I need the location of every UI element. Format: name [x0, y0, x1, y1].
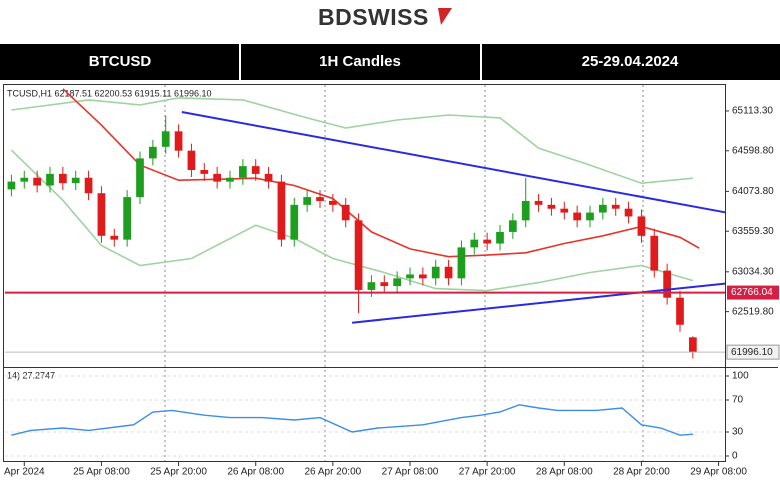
indicator-line [10, 149, 694, 292]
candle-body [573, 212, 581, 221]
candle-body [547, 204, 556, 209]
candle-body [586, 212, 594, 221]
candle-body [509, 220, 517, 232]
candle-body [20, 177, 29, 182]
level-tag [727, 285, 779, 300]
y-tick-label: 64073.80 [732, 186, 774, 197]
y-tick-label: 63559.30 [732, 226, 774, 237]
timeframe: 1H Candles [319, 53, 401, 70]
indicator-line [11, 97, 693, 185]
y-tick-label: 64598.80 [732, 145, 774, 156]
candle-body [599, 204, 607, 213]
candle-body [663, 270, 671, 298]
y-tick-label: 65113.30 [732, 106, 773, 117]
panel-title: 14) 27.2747 [7, 370, 55, 380]
candle-body [303, 197, 311, 205]
candle-body [457, 247, 466, 279]
panel-title: TCUSD,H1 62187.51 62200.53 61915.11 6199… [7, 88, 212, 98]
x-tick-label: Apr 2024 [4, 467, 45, 478]
plot-frame [3, 84, 726, 462]
candle-body [444, 266, 453, 279]
series-line [11, 404, 693, 436]
candle-body [33, 177, 41, 186]
y-tick-label: 0 [732, 451, 738, 462]
indicator-line [62, 88, 700, 258]
candle-body [251, 166, 260, 174]
x-tick-label: 28 Apr 08:00 [536, 467, 593, 478]
candle-body [560, 208, 569, 213]
x-tick-label: 27 Apr 08:00 [382, 467, 439, 478]
last-price-tag [726, 344, 780, 360]
candle-body [239, 166, 247, 178]
y-tick-label: 100 [732, 371, 749, 382]
candle-body [470, 239, 479, 248]
trendline [351, 282, 726, 324]
candle-body [676, 297, 684, 325]
candle-body [316, 197, 324, 201]
candle-body [393, 278, 401, 287]
candle-body [650, 235, 659, 271]
last-price-label: 61996.10 [731, 347, 773, 358]
level-label: 62766.04 [731, 287, 773, 298]
candle-body [110, 235, 119, 240]
y-tick-label: 30 [732, 427, 744, 438]
candle-body [123, 197, 131, 240]
candle-body [380, 282, 389, 287]
candle-body [329, 200, 337, 205]
candle-body [534, 200, 543, 205]
candle-body [290, 204, 299, 240]
header-bar [0, 44, 780, 80]
candle-body [431, 266, 440, 279]
candle-body [46, 173, 54, 186]
candle-body [496, 231, 504, 244]
x-tick-label: 27 Apr 20:00 [459, 467, 516, 478]
logo-mark [438, 8, 452, 25]
candle-body [277, 181, 286, 240]
candle-body [71, 177, 80, 184]
y-tick-label: 62519.80 [732, 306, 774, 317]
candle-body [611, 204, 620, 209]
y-tick-label: 70 [732, 395, 744, 406]
y-tick-label: 63034.30 [732, 266, 774, 277]
candle-body [161, 131, 170, 147]
candle-body [59, 173, 67, 184]
candle-body [84, 177, 93, 194]
candle-body [483, 239, 491, 244]
candle-body [136, 158, 144, 198]
candle-body [149, 146, 157, 159]
x-tick-label: 29 Apr 08:00 [690, 467, 747, 478]
candle-body [624, 208, 633, 217]
candle-body [354, 220, 363, 290]
candle-body [367, 282, 376, 290]
candle-body [521, 200, 530, 221]
session-separators [164, 85, 644, 461]
candle-body [689, 337, 697, 353]
logo: BDSWISS [318, 4, 429, 30]
candle-body [200, 170, 209, 174]
candle-body [7, 181, 16, 190]
candle-body [226, 177, 234, 182]
candle-body [341, 204, 350, 221]
candle-body [264, 173, 273, 182]
x-tick-label: 26 Apr 20:00 [304, 467, 361, 478]
candle-body [419, 274, 427, 279]
date-range: 25-29.04.2024 [582, 53, 679, 70]
x-tick-label: 28 Apr 20:00 [613, 467, 670, 478]
candle-body [187, 150, 196, 171]
x-tick-label: 25 Apr 20:00 [150, 467, 207, 478]
trendline [181, 111, 726, 214]
candle-body [213, 173, 221, 182]
candle-body [174, 131, 183, 151]
x-tick-label: 26 Apr 08:00 [227, 467, 284, 478]
candle-body [406, 274, 414, 279]
x-tick-label: 25 Apr 08:00 [73, 467, 130, 478]
candle-body [637, 216, 646, 236]
symbol: BTCUSD [89, 53, 152, 70]
candle-body [97, 193, 106, 236]
